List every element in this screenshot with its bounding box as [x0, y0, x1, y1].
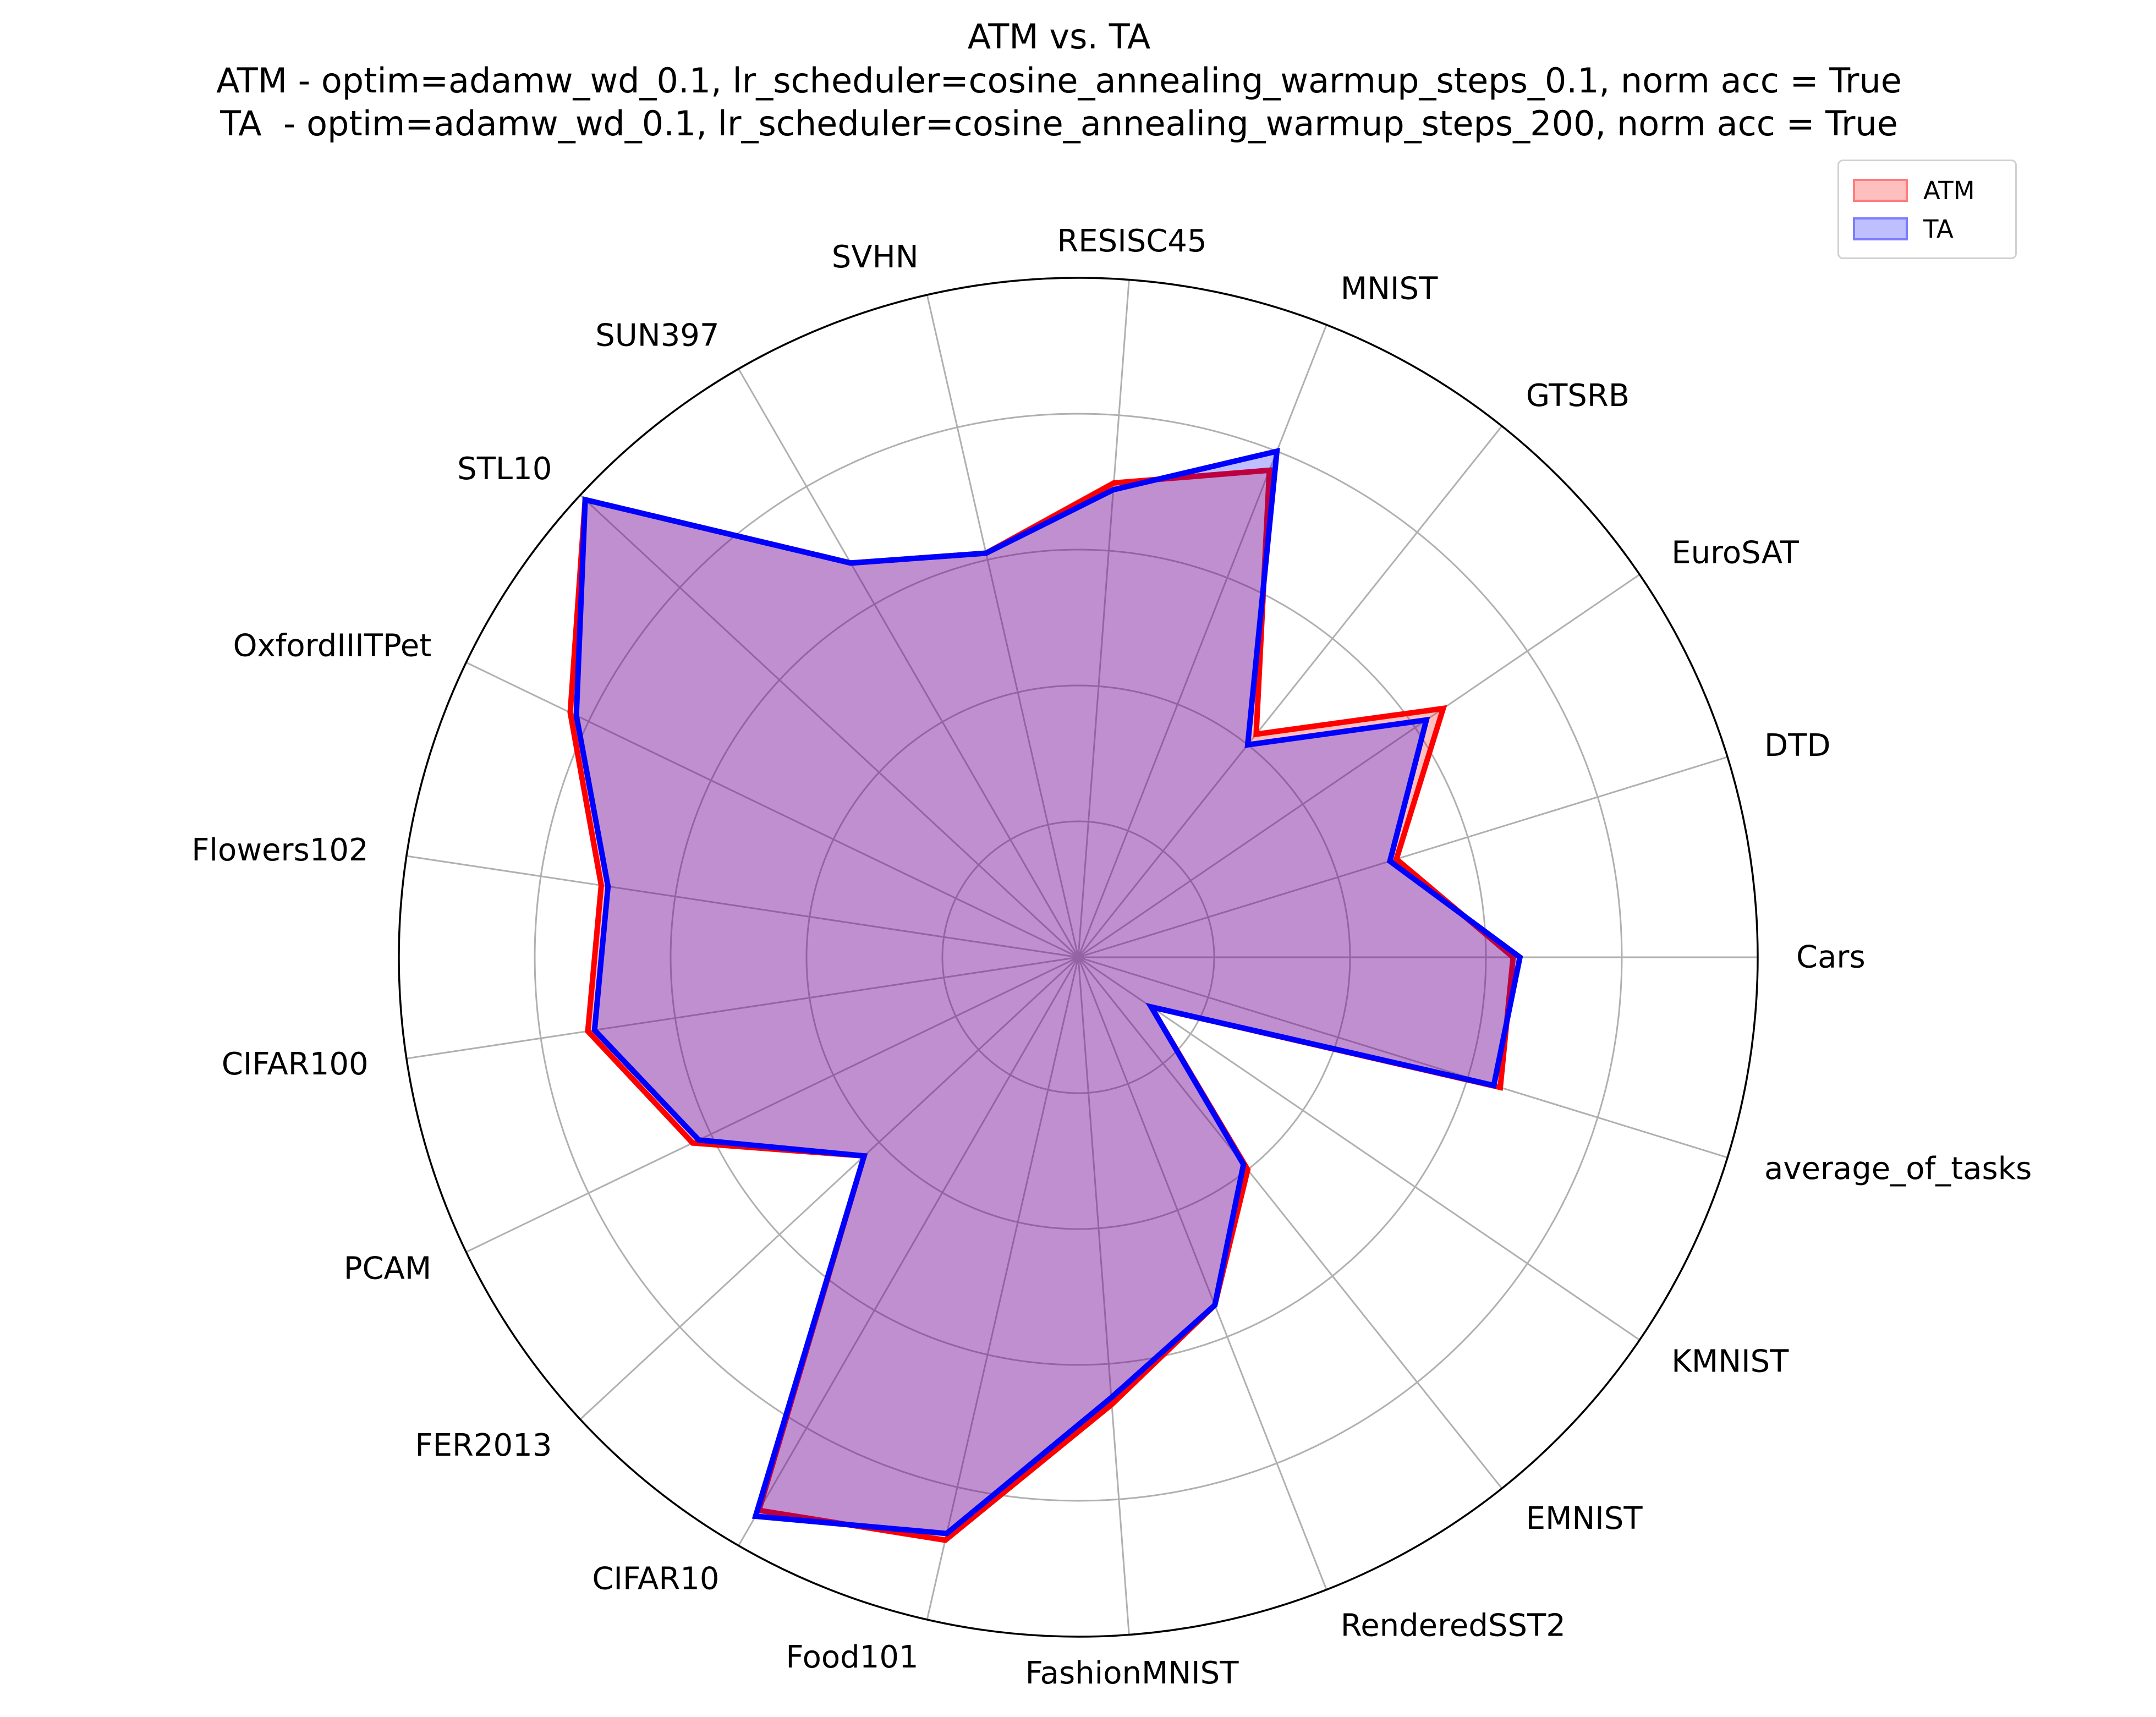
category-label: FER2013 [415, 1428, 552, 1463]
series-area-atm [570, 470, 1513, 1540]
category-label: EMNIST [1526, 1501, 1643, 1537]
legend-item-atm: ATM [1853, 175, 1975, 205]
category-label: DTD [1764, 728, 1830, 764]
grid-spoke [738, 957, 1079, 1546]
category-label: Food101 [786, 1639, 918, 1675]
grid-circle [941, 820, 1215, 1094]
category-label: RESISC45 [1057, 223, 1206, 259]
category-label: KMNIST [1671, 1344, 1789, 1380]
chart-subtitle-ta: TA - optim=adamw_wd_0.1, lr_scheduler=co… [220, 103, 1898, 144]
grid-spoke [1077, 425, 1503, 958]
series-area-ta [576, 451, 1520, 1534]
category-label: OxfordIIITPet [233, 628, 431, 663]
chart-title: ATM vs. TA [967, 17, 1151, 57]
grid-spoke [926, 294, 1079, 958]
series-line-ta [573, 447, 1523, 1537]
chart-subtitle-atm: ATM - optim=adamw_wd_0.1, lr_scheduler=c… [216, 61, 1902, 101]
category-label: average_of_tasks [1764, 1151, 2032, 1187]
grid-spoke [1078, 756, 1728, 958]
legend-item-ta: TA [1853, 214, 1954, 244]
category-label: PCAM [344, 1251, 432, 1287]
grid-circle [534, 413, 1623, 1502]
grid-circle [670, 548, 1487, 1366]
category-label: SUN397 [595, 317, 719, 353]
legend-label-ta: TA [1923, 214, 1954, 244]
category-label: RenderedSST2 [1341, 1608, 1566, 1643]
grid-spoke [579, 494, 1079, 958]
grid-spoke [1077, 957, 1327, 1590]
grid-spoke [1077, 957, 1130, 1635]
grid-spoke [926, 957, 1079, 1620]
category-label: CIFAR100 [222, 1046, 369, 1082]
polar-frame [398, 277, 1759, 1638]
category-label: MNIST [1341, 271, 1438, 307]
grid-spoke [1078, 956, 1641, 1341]
category-label: Flowers102 [191, 832, 368, 868]
legend-swatch-atm [1853, 179, 1908, 202]
legend-swatch-ta [1853, 217, 1908, 240]
grid-spoke [406, 855, 1079, 958]
category-label: CIFAR10 [592, 1561, 719, 1597]
category-label: GTSRB [1526, 378, 1630, 414]
category-label: EuroSAT [1671, 535, 1799, 570]
category-label: Cars [1796, 940, 1866, 975]
category-label: STL10 [457, 451, 552, 487]
grid-spoke [1078, 574, 1641, 958]
legend: ATM TA [1837, 160, 2017, 259]
grid-spoke [406, 956, 1079, 1060]
grid-spoke [579, 956, 1079, 1420]
category-label: SVHN [832, 239, 919, 275]
grid-spoke [1078, 956, 1728, 1159]
grid-spoke [465, 956, 1079, 1253]
legend-label-atm: ATM [1923, 175, 1975, 205]
grid-spoke [738, 368, 1079, 958]
grid-spoke [1077, 279, 1130, 958]
grid-spoke [1077, 957, 1503, 1489]
category-label: FashionMNIST [1025, 1655, 1239, 1691]
grid-spoke [1077, 324, 1327, 958]
grid-circle [805, 684, 1351, 1230]
